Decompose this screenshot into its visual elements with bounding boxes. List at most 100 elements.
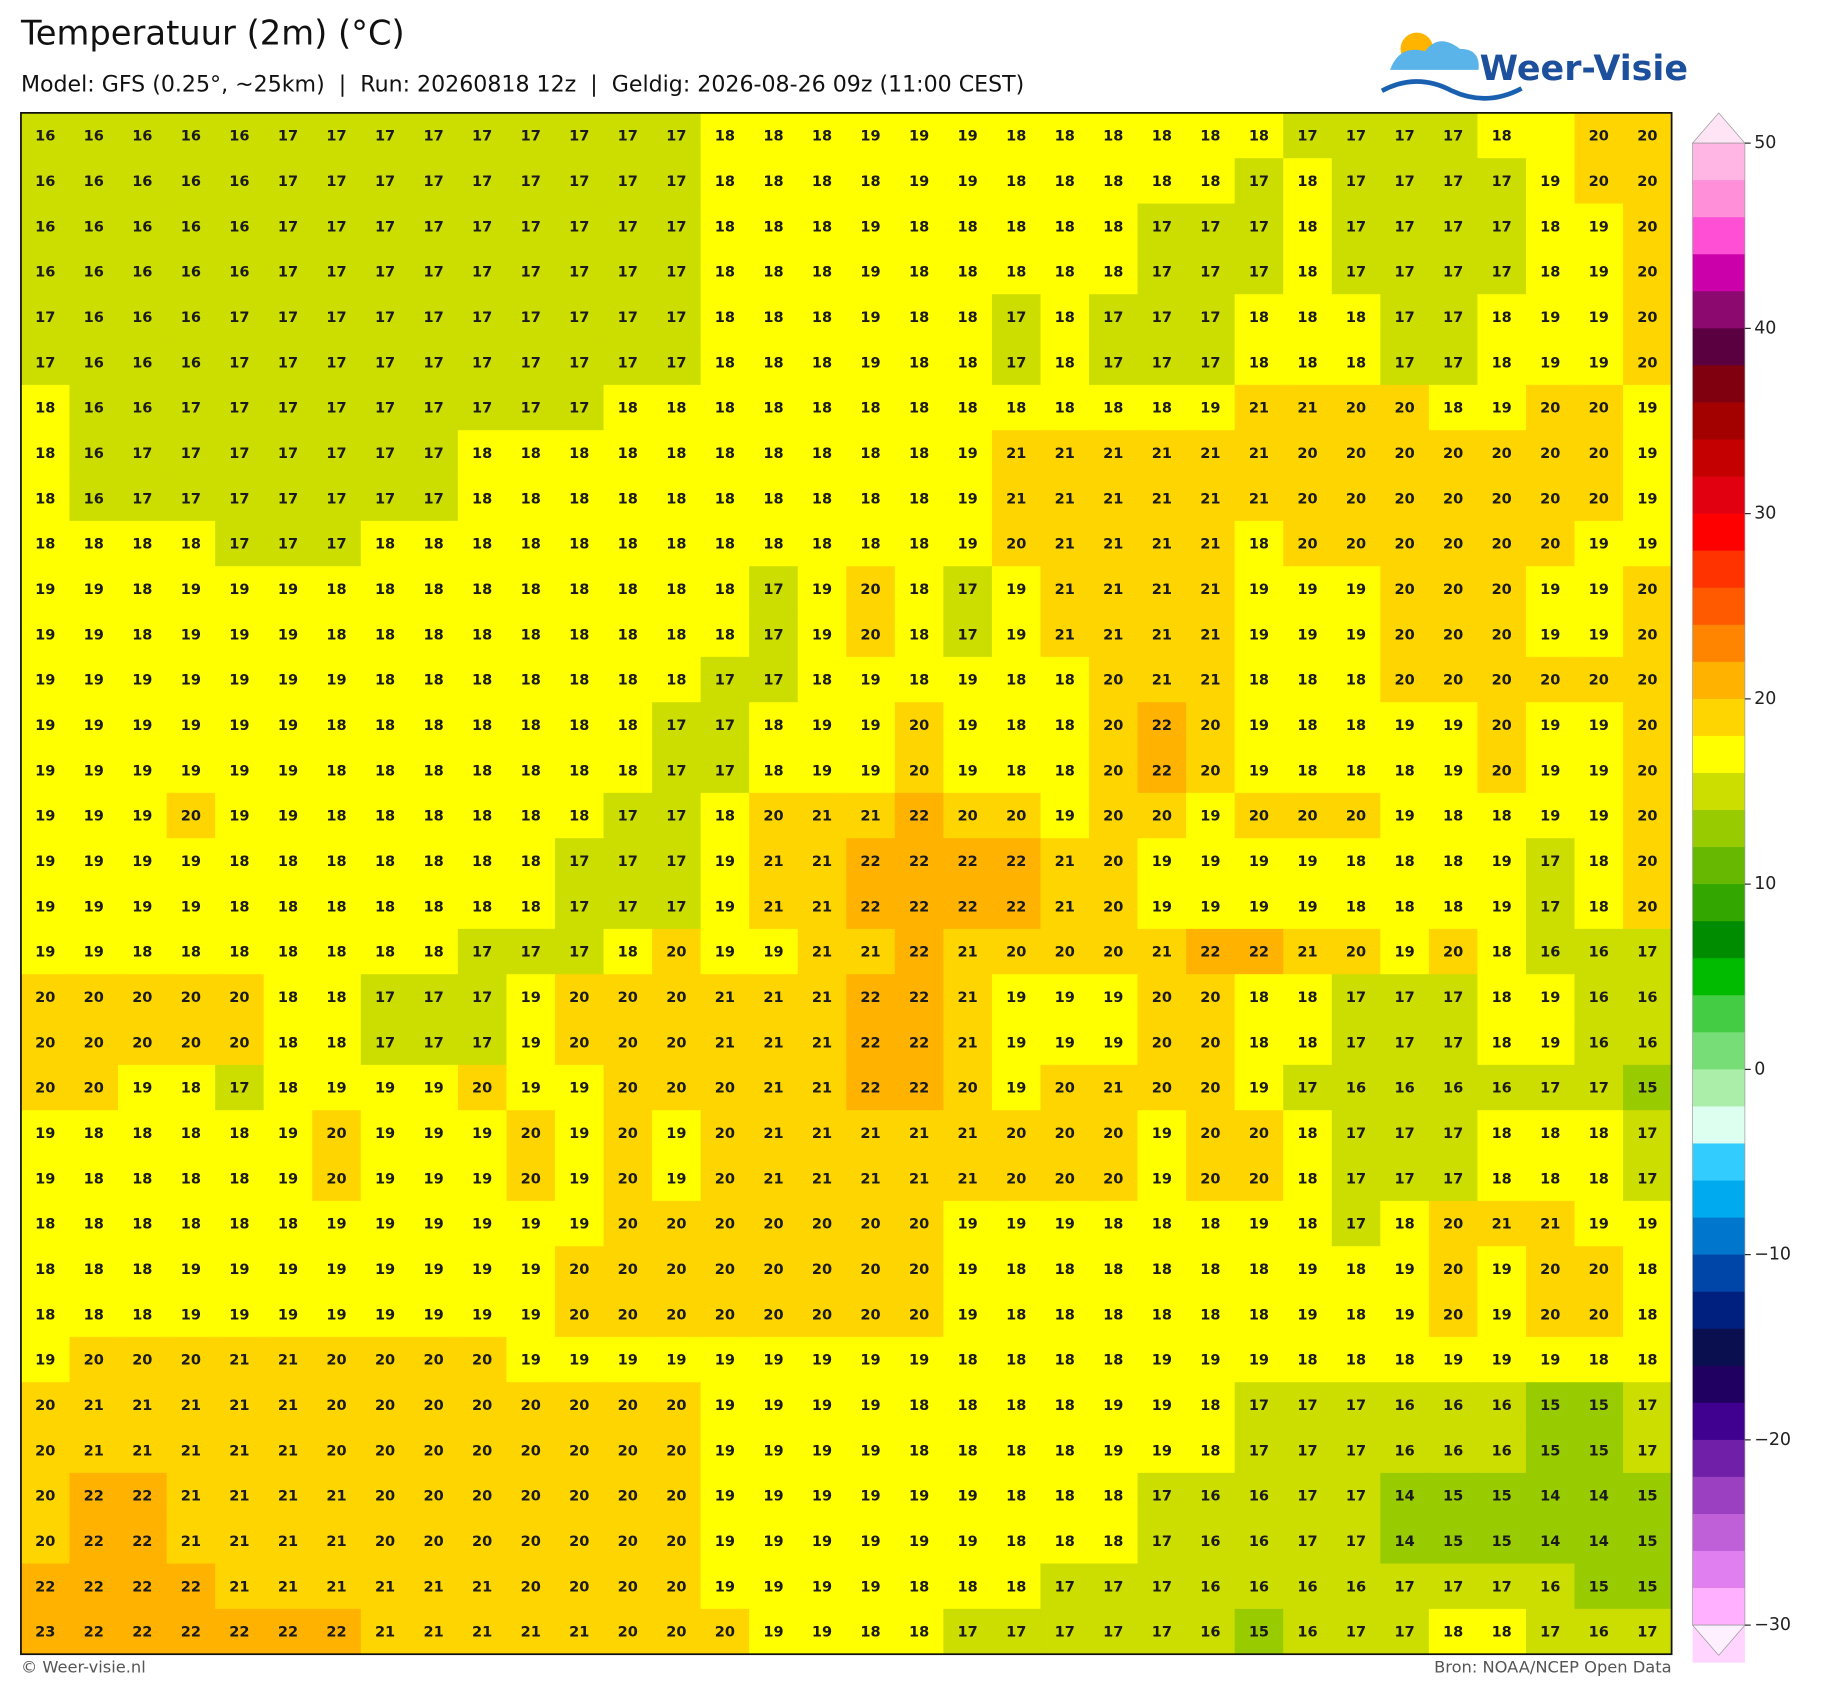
cell [652, 158, 702, 205]
cell [603, 838, 653, 885]
temperature-label: 18 [229, 1126, 249, 1142]
cell [1331, 656, 1381, 703]
cell [69, 883, 119, 930]
temperature-label: 18 [1103, 1489, 1123, 1505]
cell [749, 1200, 799, 1247]
cell [1186, 294, 1236, 341]
cell [166, 1110, 216, 1157]
cell [603, 1427, 653, 1474]
temperature-label: 19 [715, 1579, 735, 1595]
cell [1040, 1291, 1090, 1338]
cell [603, 566, 653, 613]
cell [554, 747, 605, 794]
cell [118, 1336, 168, 1383]
cell [1623, 974, 1673, 1021]
temperature-label: 18 [1297, 1126, 1317, 1142]
cell [991, 1472, 1042, 1519]
cell [1428, 883, 1478, 930]
temperature-label: 18 [1346, 1353, 1366, 1369]
temperature-label: 18 [618, 627, 638, 643]
cell [1477, 475, 1527, 522]
cell [1186, 656, 1236, 703]
colorbar-segment [1692, 1365, 1745, 1404]
temperature-label: 19 [618, 1353, 638, 1369]
temperature-label: 19 [812, 1398, 832, 1414]
temperature-label: 18 [715, 174, 735, 190]
cell [749, 1064, 799, 1111]
temperature-label: 17 [326, 537, 346, 553]
cell [943, 520, 993, 567]
temperature-label: 19 [521, 1307, 541, 1323]
cell [652, 248, 702, 295]
temperature-label: 18 [181, 1171, 201, 1187]
temperature-label: 18 [1006, 265, 1026, 281]
cell [700, 838, 750, 885]
subtitle: Model: GFS (0.25°, ~25km) | Run: 2026081… [21, 71, 1024, 97]
cell [215, 112, 265, 159]
temperature-label: 19 [181, 627, 201, 643]
cell [1525, 384, 1576, 431]
cell [263, 384, 313, 431]
temperature-label: 17 [1346, 1035, 1366, 1051]
cell [846, 702, 896, 749]
temperature-label: 20 [1297, 809, 1317, 825]
cell [263, 1563, 313, 1610]
cell [263, 1518, 313, 1565]
cell [1574, 611, 1624, 658]
cell [991, 1200, 1042, 1247]
temperature-label: 15 [1637, 1489, 1657, 1505]
cell [1623, 1472, 1673, 1519]
cell [166, 1608, 216, 1655]
temperature-label: 20 [1492, 763, 1512, 779]
cell [1089, 702, 1139, 749]
cell [1477, 1019, 1527, 1066]
temperature-label: 18 [1589, 1353, 1609, 1369]
cell [360, 1019, 410, 1066]
temperature-label: 15 [1540, 1398, 1560, 1414]
cell [1477, 974, 1527, 1021]
cell [894, 1608, 944, 1655]
temperature-label: 18 [1249, 1262, 1269, 1278]
temperature-label: 17 [326, 491, 346, 507]
cell [1186, 1336, 1236, 1383]
cell [1283, 1064, 1333, 1111]
cell [1089, 974, 1139, 1021]
temperature-label: 16 [84, 174, 104, 190]
cell [1380, 656, 1430, 703]
cell [700, 112, 750, 159]
cell [69, 1518, 119, 1565]
temperature-label: 21 [229, 1353, 249, 1369]
temperature-label: 17 [666, 899, 686, 915]
cell [700, 747, 750, 794]
cell [1137, 430, 1187, 477]
cell [1623, 928, 1673, 975]
temperature-label: 19 [84, 627, 104, 643]
cell [1234, 1291, 1284, 1338]
temperature-label: 18 [763, 446, 783, 462]
temperature-label: 17 [181, 491, 201, 507]
cell [263, 475, 313, 522]
cell [1089, 248, 1139, 295]
temperature-label: 19 [715, 1534, 735, 1550]
temperature-label: 21 [715, 1035, 735, 1051]
cell [1137, 520, 1187, 567]
cell [1331, 928, 1381, 975]
temperature-label: 20 [1637, 763, 1657, 779]
cell [1186, 1382, 1236, 1429]
temperature-label: 19 [812, 582, 832, 598]
cell [1186, 1155, 1236, 1202]
temperature-label: 18 [618, 673, 638, 689]
cell [215, 203, 265, 250]
cell [846, 1291, 896, 1338]
temperature-label: 19 [423, 1262, 443, 1278]
temperature-label: 18 [423, 854, 443, 870]
cell [991, 1064, 1042, 1111]
temperature-label: 18 [715, 627, 735, 643]
cell [652, 566, 702, 613]
temperature-label: 21 [1200, 673, 1220, 689]
temperature-label: 20 [1200, 1171, 1220, 1187]
cell [1283, 883, 1333, 930]
temperature-label: 19 [860, 763, 880, 779]
cell [797, 792, 847, 839]
temperature-label: 19 [715, 1353, 735, 1369]
